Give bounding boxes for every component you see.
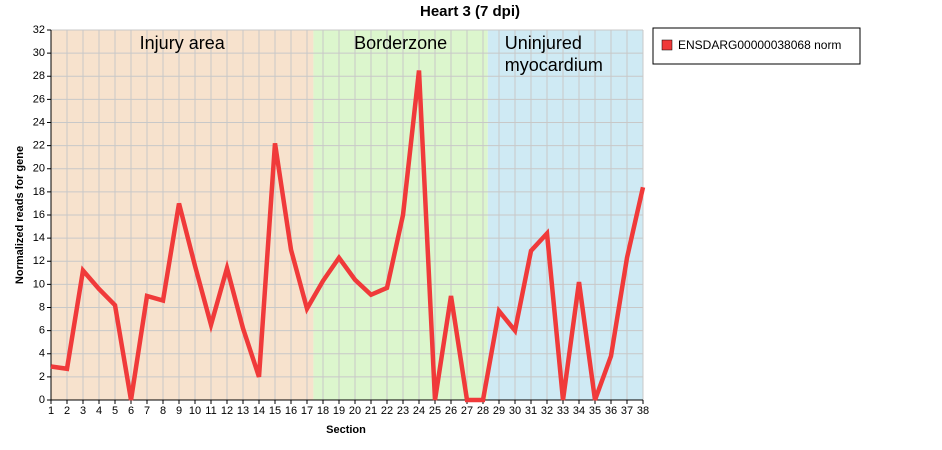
y-tick-label: 2 <box>39 371 45 383</box>
x-tick-label: 13 <box>237 405 249 417</box>
y-tick-label: 20 <box>33 163 45 175</box>
x-tick-label: 10 <box>189 405 201 417</box>
chart-title: Heart 3 (7 dpi) <box>420 3 520 20</box>
y-tick-label: 8 <box>39 301 45 313</box>
x-tick-label: 23 <box>397 405 409 417</box>
x-axis-title: Section <box>326 424 366 436</box>
x-tick-label: 1 <box>48 405 54 417</box>
y-tick-label: 32 <box>33 24 45 36</box>
x-tick-label: 31 <box>525 405 537 417</box>
x-tick-label: 16 <box>285 405 297 417</box>
x-tick-label: 38 <box>637 405 649 417</box>
region-label: myocardium <box>505 55 603 75</box>
x-tick-label: 5 <box>112 405 118 417</box>
x-tick-label: 22 <box>381 405 393 417</box>
x-tick-label: 6 <box>128 405 134 417</box>
y-tick-label: 22 <box>33 140 45 152</box>
x-tick-label: 3 <box>80 405 86 417</box>
x-tick-label: 30 <box>509 405 521 417</box>
grid <box>50 29 644 401</box>
y-tick-label: 0 <box>39 394 45 406</box>
y-tick-label: 10 <box>33 278 45 290</box>
x-tick-label: 20 <box>349 405 361 417</box>
x-tick-label: 26 <box>445 405 457 417</box>
x-tick-label: 27 <box>461 405 473 417</box>
x-tick-label: 29 <box>493 405 505 417</box>
y-tick-label: 6 <box>39 325 45 337</box>
x-tick-label: 7 <box>144 405 150 417</box>
x-tick-label: 28 <box>477 405 489 417</box>
y-tick-label: 18 <box>33 186 45 198</box>
x-tick-label: 9 <box>176 405 182 417</box>
region-label: Borderzone <box>354 33 447 53</box>
x-tick-label: 11 <box>205 405 216 417</box>
x-tick-label: 8 <box>160 405 166 417</box>
plot: Injury area Borderzone Uninjuredmyocardium… <box>33 24 649 417</box>
x-tick-label: 37 <box>621 405 633 417</box>
x-tick-label: 19 <box>333 405 345 417</box>
y-tick-label: 12 <box>33 255 45 267</box>
x-tick-label: 14 <box>253 405 265 417</box>
x-tick-label: 33 <box>557 405 569 417</box>
data-line <box>50 70 646 403</box>
y-tick-label: 28 <box>33 70 45 82</box>
legend-swatch <box>661 39 673 51</box>
y-tick-label: 14 <box>33 232 45 244</box>
x-tick-label: 25 <box>429 405 441 417</box>
legend-label: ENSDARG00000038068 norm <box>678 38 841 52</box>
region-label: Injury area <box>140 33 226 53</box>
region-label: Uninjured <box>505 33 582 53</box>
x-tick-label: 21 <box>365 405 377 417</box>
x-tick-label: 17 <box>301 405 313 417</box>
x-tick-label: 15 <box>269 405 281 417</box>
x-tick-label: 18 <box>317 405 329 417</box>
x-tick-label: 36 <box>605 405 617 417</box>
x-tick-label: 32 <box>541 405 553 417</box>
y-tick-label: 30 <box>33 47 45 59</box>
x-tick-label: 35 <box>589 405 601 417</box>
y-tick-label: 4 <box>39 348 45 360</box>
y-tick-label: 26 <box>33 93 45 105</box>
x-tick-label: 24 <box>413 405 425 417</box>
y-axis-title: Normalized reads for gene <box>14 146 26 284</box>
x-tick-label: 12 <box>221 405 233 417</box>
x-tick-label: 34 <box>573 405 585 417</box>
x-tick-label: 4 <box>96 405 102 417</box>
y-tick-label: 16 <box>33 209 45 221</box>
y-tick-label: 24 <box>33 116 45 128</box>
legend-box <box>652 27 861 65</box>
x-tick-label: 2 <box>64 405 70 417</box>
